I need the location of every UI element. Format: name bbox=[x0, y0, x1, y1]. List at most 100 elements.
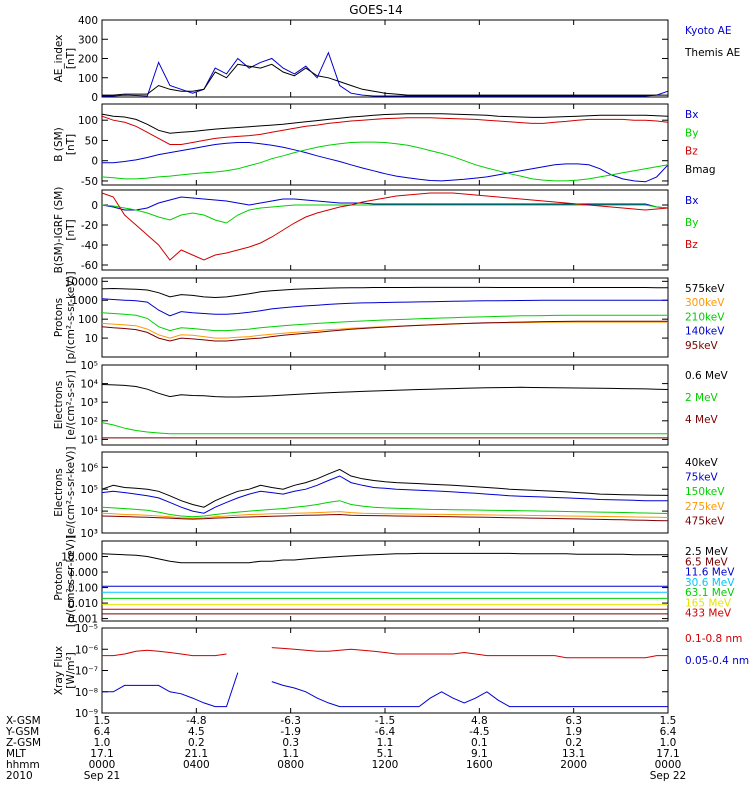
y-axis-label: [e/(cm²-s-sr)] bbox=[65, 370, 77, 439]
y-tick-label: 10 bbox=[85, 333, 98, 345]
x-axis-row-label: 2010 bbox=[6, 770, 33, 782]
panel-ae: 0 100 200 300 400 AE_index [nT] Kyoto AE Themis … bbox=[53, 15, 740, 104]
chart-title: GOES-14 bbox=[349, 3, 403, 17]
y-axis-label: [W/m²] bbox=[65, 652, 77, 689]
series-line-electrons2-0 bbox=[101, 468, 669, 508]
y-axis-label: [nT] bbox=[65, 48, 77, 69]
legend-label: Bz bbox=[685, 239, 698, 251]
x-axis-value: Sep 22 bbox=[650, 770, 687, 782]
panel-frame bbox=[101, 364, 669, 446]
y-tick-label: 10⁻⁹ bbox=[75, 708, 98, 720]
legend-label: 75keV bbox=[685, 472, 719, 484]
x-axis-value: -4.8 bbox=[186, 715, 207, 727]
x-axis-value: -6.3 bbox=[280, 715, 301, 727]
legend-label: 4 MeV bbox=[685, 414, 719, 426]
x-axis-row-label: Y-GSM bbox=[5, 726, 39, 738]
legend-label: 40keV bbox=[685, 457, 719, 469]
x-axis-row-label: X-GSM bbox=[6, 715, 41, 727]
y-axis-label: Electrons bbox=[53, 381, 65, 430]
series-line-protons1-2 bbox=[101, 312, 668, 332]
x-axis-value: 0.2 bbox=[188, 737, 205, 749]
y-tick-label: 300 bbox=[78, 34, 98, 46]
y-tick-label: 0.100 bbox=[68, 583, 98, 595]
x-axis-value: 1.0 bbox=[660, 737, 677, 749]
x-axis-value: 0.3 bbox=[282, 737, 299, 749]
x-axis-value: 1.5 bbox=[94, 715, 111, 727]
y-axis-label: [nT] bbox=[65, 219, 77, 240]
x-axis-value: 2000 bbox=[560, 759, 587, 771]
series-line-bsm-3 bbox=[101, 113, 669, 134]
y-tick-label: 1.000 bbox=[68, 567, 98, 579]
x-axis-value: 1.0 bbox=[94, 737, 111, 749]
y-axis-label: Protons bbox=[53, 298, 65, 337]
series-line-ae-0 bbox=[102, 51, 669, 97]
legend-label: 575keV bbox=[685, 283, 725, 295]
series-line-protons1-1 bbox=[101, 321, 668, 339]
y-tick-label: 10¹ bbox=[80, 434, 98, 446]
legend-label: 6.5 MeV bbox=[685, 556, 729, 568]
panel-bdiff: -60 -40 -20 0 B(SM)-IGRF (SM) [nT] Bx By Bz bbox=[53, 187, 698, 274]
y-tick-label: 10⁻⁸ bbox=[75, 687, 98, 699]
x-axis-value: 1.1 bbox=[282, 748, 299, 760]
legend-label: 0.6 MeV bbox=[685, 370, 729, 382]
legend-label: 63.1 MeV bbox=[685, 587, 735, 599]
panel-frame bbox=[101, 277, 669, 358]
y-tick-label: 200 bbox=[78, 54, 98, 66]
legend-label: 433 MeV bbox=[685, 608, 732, 620]
y-axis-label: Xray Flux bbox=[53, 646, 65, 695]
x-axis-value: -4.5 bbox=[469, 726, 490, 738]
x-axis-value: -6.4 bbox=[375, 726, 396, 738]
y-tick-label: 10⁻⁷ bbox=[75, 666, 98, 678]
x-axis-row-label: hhmm bbox=[6, 759, 40, 771]
legend-label: Bx bbox=[685, 195, 698, 207]
y-tick-label: 0 bbox=[91, 200, 98, 212]
y-tick-label: 0 bbox=[91, 92, 98, 104]
legend-label: 475keV bbox=[685, 515, 725, 527]
x-axis-value: 6.3 bbox=[565, 715, 582, 727]
y-tick-label: 10.000 bbox=[61, 552, 98, 564]
y-axis-label: B(SM)-IGRF (SM) bbox=[53, 187, 65, 274]
series-line-electrons1-0 bbox=[101, 384, 669, 398]
legend-label: 95keV bbox=[685, 340, 719, 352]
y-axis-label: [p/(cm²-s-sr-keV)] bbox=[65, 271, 77, 363]
y-tick-label: 10⁻⁶ bbox=[75, 644, 98, 656]
panel-frame bbox=[101, 627, 669, 714]
panel-bsm: -50 0 50 100 B (SM) [nT] Bx By Bz Bmag bbox=[53, 103, 716, 188]
y-tick-label: -50 bbox=[81, 176, 98, 188]
x-axis-value: 17.1 bbox=[90, 748, 113, 760]
x-axis-value: 9.1 bbox=[471, 748, 488, 760]
y-tick-label: 10⁻⁵ bbox=[75, 623, 98, 635]
legend-label: By bbox=[685, 217, 698, 229]
y-tick-label: 10² bbox=[80, 416, 98, 428]
x-axis-row-label: Z-GSM bbox=[6, 737, 41, 749]
legend-label: 140keV bbox=[685, 326, 725, 338]
y-tick-label: 0 bbox=[91, 156, 98, 168]
legend-label: Themis AE bbox=[684, 47, 740, 59]
series-line-bsm-1 bbox=[101, 141, 669, 182]
legend-label: 150keV bbox=[685, 486, 725, 498]
panel-electrons2: 10³ 10⁴ 10⁵ 10⁶ Electrons [e/(cm²-s-sr-keV)] 4… bbox=[53, 447, 725, 540]
x-axis-value: 0800 bbox=[277, 759, 304, 771]
y-tick-label: 10⁴ bbox=[80, 379, 98, 391]
legend-label: 300keV bbox=[685, 297, 725, 309]
x-axis-value: 17.1 bbox=[656, 748, 679, 760]
series-line-bdiff-1 bbox=[101, 204, 669, 224]
panel-xray: 10⁻⁹ 10⁻⁸ 10⁻⁷ 10⁻⁶ 10⁻⁵ Xray Flux [W/m²] 0.1-0… bbox=[53, 623, 749, 720]
y-tick-label: 0.001 bbox=[68, 614, 98, 626]
y-tick-label: -60 bbox=[81, 260, 98, 272]
x-axis-value: 4.8 bbox=[471, 715, 488, 727]
y-tick-label: 10⁵ bbox=[80, 360, 98, 372]
x-axis-value: 0400 bbox=[183, 759, 210, 771]
legend-label: Bmag bbox=[685, 164, 716, 176]
y-axis-label: AE_index bbox=[53, 35, 65, 83]
y-axis-label: [e/(cm²-s-sr-keV)] bbox=[65, 447, 77, 539]
legend-label: 11.6 MeV bbox=[685, 567, 735, 579]
y-tick-label: 10000 bbox=[65, 276, 98, 288]
legend-label: 275keV bbox=[685, 501, 725, 513]
x-axis-value: 1.1 bbox=[377, 737, 394, 749]
y-tick-label: 1000 bbox=[71, 295, 98, 307]
y-tick-label: 400 bbox=[78, 15, 98, 27]
